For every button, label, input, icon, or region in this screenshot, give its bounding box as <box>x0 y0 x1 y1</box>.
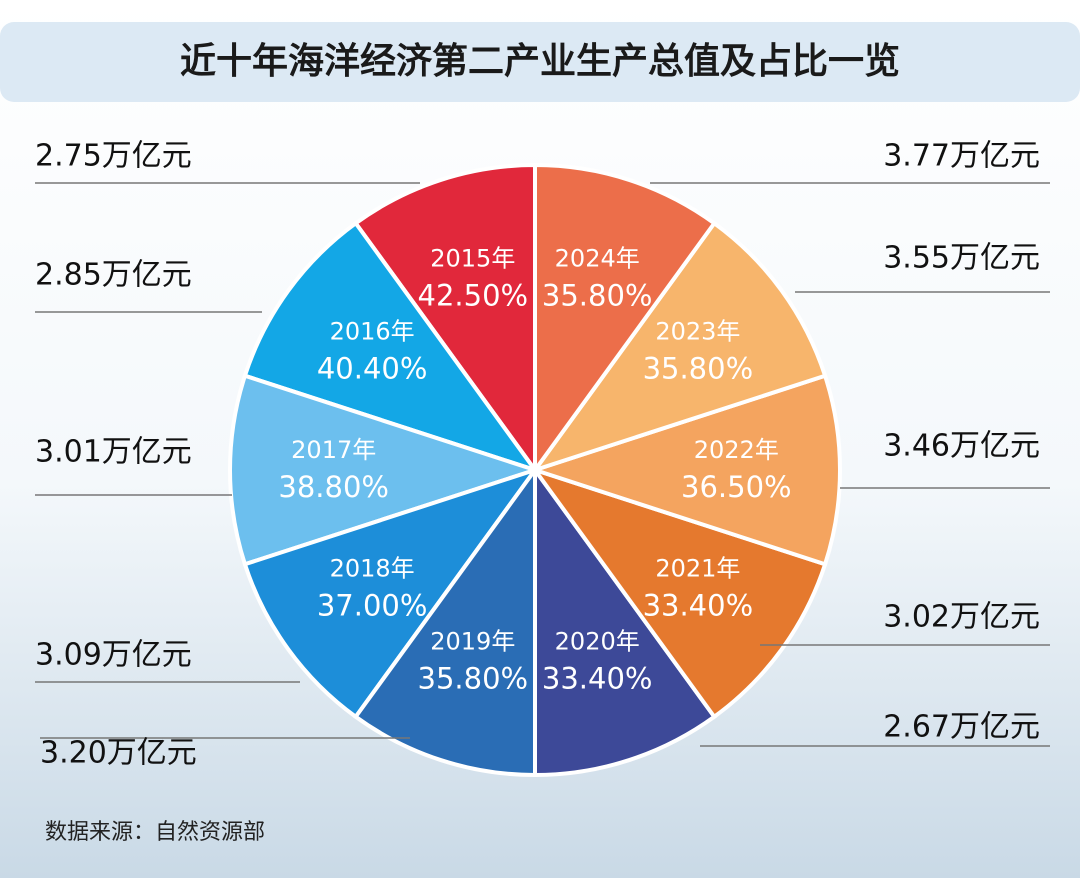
slice-category: 2024年 <box>555 245 640 273</box>
pie-slice <box>242 466 541 720</box>
pie-slice <box>529 220 828 474</box>
pie-slice <box>533 162 718 477</box>
pie-slice <box>529 466 828 720</box>
slice-category: 2019年 <box>430 627 515 655</box>
slice-value-label: 40.40% <box>317 352 428 386</box>
slice-value-label: 35.80% <box>418 661 529 695</box>
pie-slice <box>528 373 842 567</box>
source: 数据来源：自然资源部 <box>45 820 265 845</box>
output-label: 3.55万亿元 <box>883 241 1040 276</box>
slice-value-label: 33.40% <box>643 588 754 622</box>
output-label: 3.09万亿元 <box>35 638 192 673</box>
output-label: 3.01万亿元 <box>35 435 192 470</box>
chart-title: 近十年海洋经济第二产业生产总值及占比一览 <box>180 41 900 82</box>
output-label: 3.02万亿元 <box>883 600 1040 635</box>
title-box <box>0 22 1080 102</box>
output-label: 3.46万亿元 <box>883 429 1040 464</box>
output-label: 2.85万亿元 <box>35 258 192 293</box>
pie-slice <box>242 220 541 474</box>
slice-category: 2017年 <box>291 436 376 464</box>
slice-value-label: 33.40% <box>542 661 653 695</box>
pie-slice <box>228 373 542 567</box>
pie-slice <box>352 463 537 778</box>
slice-category: 2021年 <box>655 554 740 582</box>
output-label: 3.20万亿元 <box>40 736 197 771</box>
output-label: 3.77万亿元 <box>883 139 1040 174</box>
slice-category: 2018年 <box>330 554 415 582</box>
slice-value-label: 35.80% <box>643 352 754 386</box>
slice-category: 2020年 <box>555 627 640 655</box>
slice-category: 2016年 <box>330 318 415 346</box>
output-label: 2.75万亿元 <box>35 139 192 174</box>
slice-value-label: 38.80% <box>278 470 389 504</box>
slice-value-label: 37.00% <box>317 588 428 622</box>
slice-value-label: 36.50% <box>681 470 792 504</box>
slice-value-label: 35.80% <box>542 279 653 313</box>
pie-slice <box>352 162 537 477</box>
slice-category: 2022年 <box>694 436 779 464</box>
output-label: 2.67万亿元 <box>883 710 1040 745</box>
pie-slice <box>533 463 718 778</box>
slice-category: 2015年 <box>430 245 515 273</box>
slice-category: 2023年 <box>655 318 740 346</box>
slice-value-label: 42.50% <box>418 279 529 313</box>
